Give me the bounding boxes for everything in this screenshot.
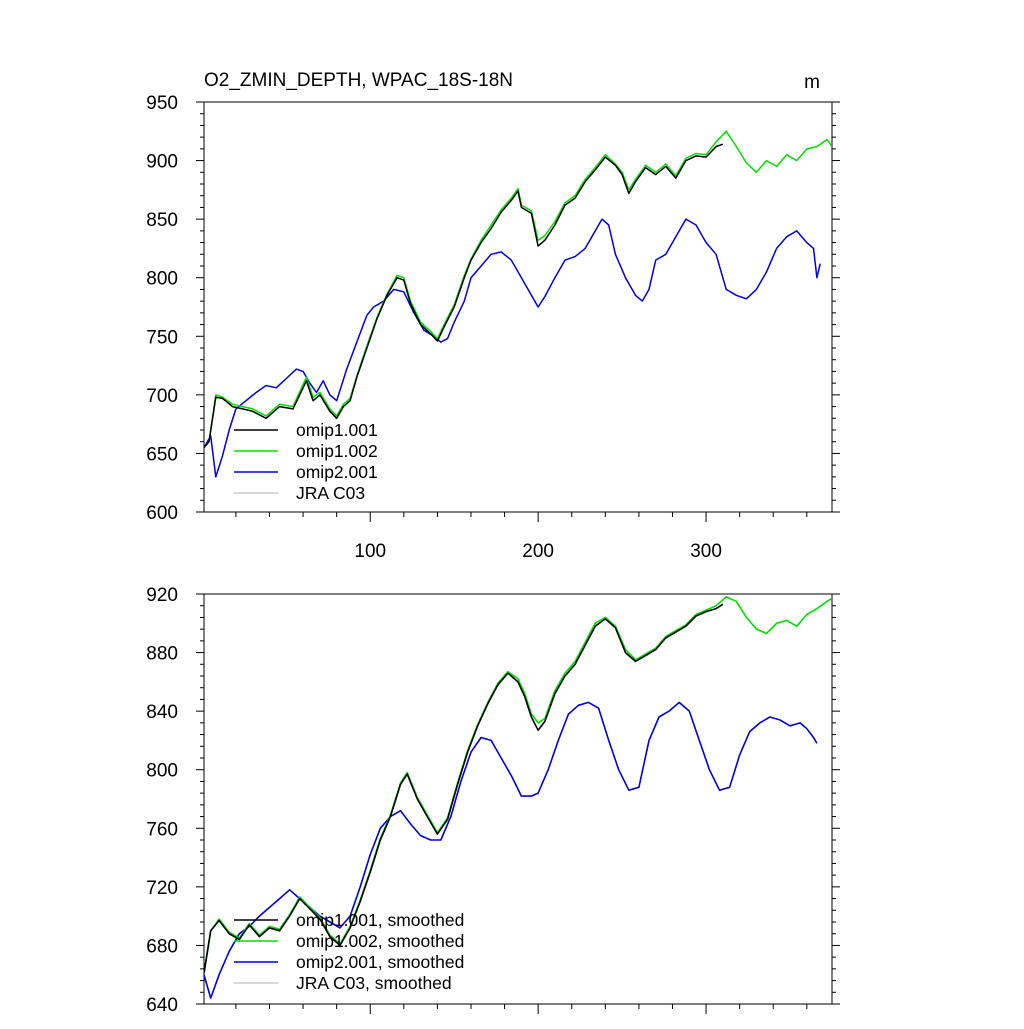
panel-bottom: 640 680 720 760 800 840 880 920 omip1.001, smoot…	[146, 585, 840, 1016]
legend-label: omip2.001, smoothed	[296, 952, 464, 972]
y-tick-label: 950	[146, 93, 178, 114]
chart-title: O2_ZMIN_DEPTH, WPAC_18S-18N	[204, 70, 513, 91]
y-tick-label: 640	[146, 995, 178, 1016]
y-tick-label: 800	[146, 269, 178, 290]
legend-label: JRA C03	[296, 483, 365, 503]
y-tick-label: 840	[146, 702, 178, 723]
plot-frame	[203, 101, 833, 513]
y-tick-label: 650	[146, 444, 178, 465]
y-tick-label: 750	[146, 327, 178, 348]
legend-label: omip1.001, smoothed	[296, 910, 464, 930]
legend-label: omip1.001	[296, 420, 378, 440]
legend-label: omip1.002	[296, 441, 378, 461]
legend-label: omip1.002, smoothed	[296, 931, 464, 951]
y-tick-label: 850	[146, 210, 178, 231]
x-tick-label: 300	[690, 541, 722, 562]
y-tick-label: 920	[146, 585, 178, 606]
series-line-omip1-001-smoothed	[204, 603, 724, 974]
y-tick-label: 600	[146, 503, 178, 524]
y-tick-label: 760	[146, 819, 178, 840]
x-tick-label: 100	[354, 541, 386, 562]
y-tick-label: 800	[146, 761, 178, 782]
legend-label: JRA C03, smoothed	[296, 973, 452, 993]
y-tick-label: 700	[146, 386, 178, 407]
plot-frame	[203, 593, 833, 1005]
y-tick-label: 880	[146, 644, 178, 665]
legend-label: omip2.001	[296, 462, 378, 482]
panel-top: 600 650 700 750 800 850 900 950 100 200 300 omip1.0…	[146, 93, 840, 562]
y-tick-label: 720	[146, 878, 178, 899]
y-tick-label: 680	[146, 936, 178, 957]
series-line-omip1-002	[204, 130, 832, 449]
x-tick-label: 200	[522, 541, 554, 562]
y-tick-label: 900	[146, 152, 178, 173]
series-line-omip1-001	[204, 143, 724, 449]
series-line-omip1-002-smoothed	[204, 596, 832, 974]
series-line-omip2-001	[204, 218, 821, 478]
units-label: m	[804, 72, 820, 93]
